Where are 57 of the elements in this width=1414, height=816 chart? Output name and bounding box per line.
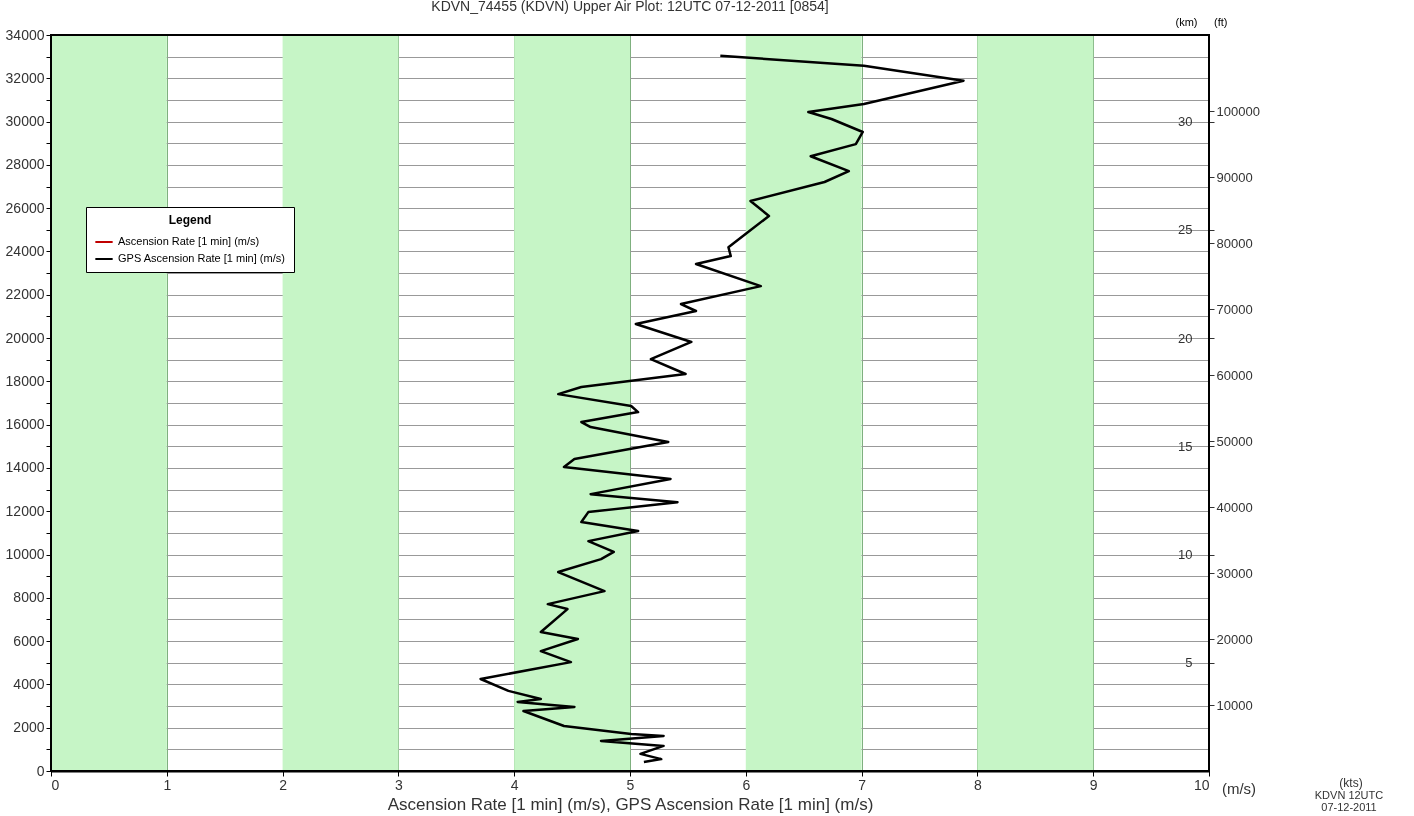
y3-tick-label: 50000 [1216,433,1253,449]
x-tick-label: 0 [51,776,60,793]
y2-tick-label: 15 [1178,438,1193,454]
y-tick-label: 8000 [13,589,45,606]
y2-tick-label: 5 [1185,655,1193,671]
x-tick-label: 9 [1089,776,1098,793]
chart-title: KDVN_74455 (KDVN) Upper Air Plot: 12UTC 07-12-2011 [0854] [431,0,829,14]
y3-tick-label: 100000 [1216,103,1260,119]
y3-tick-label: 60000 [1216,367,1253,383]
x-tick-label: 10 [1193,776,1210,793]
y-tick-label: 0 [36,762,45,779]
x-tick-label: 6 [742,776,751,793]
y2-axis-title: (km) [1175,15,1198,28]
y-tick-label: 14000 [5,459,45,476]
y-tick-label: 20000 [5,329,45,346]
y-tick-label: 18000 [5,372,45,389]
x-tick-label: 5 [626,776,635,793]
y3-tick-label: 70000 [1216,301,1253,317]
legend-label: GPS Ascension Rate [1 min] (m/s) [118,252,285,264]
y-tick-label: 32000 [5,69,45,86]
y3-axis-title: (ft) [1214,15,1228,28]
y-tick-label: 28000 [5,156,45,173]
y-tick-label: 26000 [5,199,45,216]
text: 07-12-2011 [1321,801,1377,813]
y3-tick-label: 90000 [1216,169,1253,185]
y-tick-label: 24000 [5,242,45,259]
text: KDVN 12UTC [1314,789,1384,801]
line-series [479,54,965,764]
y3-tick-label: 30000 [1216,565,1253,581]
x-axis-title: Ascension Rate [1 min] (m/s), GPS Ascension Rate [1 min] (m/s) [387,794,874,814]
x-tick-label: 1 [163,776,172,793]
y-tick-label: 30000 [5,113,45,130]
x-tick-label: 8 [974,776,982,793]
y3-tick-label: 20000 [1216,631,1253,647]
x-tick-label: 4 [510,776,519,793]
y-tick-label: 12000 [5,502,45,519]
y-tick-label: 22000 [5,286,45,303]
text: (kts) [1339,776,1363,790]
x-tick-label: 2 [279,776,288,793]
y3-tick-label: 10000 [1216,697,1253,713]
y-tick-label: 2000 [13,719,45,736]
y2-tick-label: 10 [1178,547,1193,563]
y2-tick-label: 30 [1178,114,1193,130]
x-tick-label: 3 [395,776,403,793]
y2-tick-label: 20 [1178,330,1193,346]
y-tick-label: 4000 [13,675,45,692]
y3-tick-label: 40000 [1216,499,1253,515]
legend-title: Legend [168,213,212,227]
y-tick-label: 16000 [5,416,45,433]
y-tick-label: 10000 [5,546,45,563]
legend-label: Ascension Rate [1 min] (m/s) [118,235,260,247]
text: (m/s) [1221,780,1257,797]
x-tick-label: 7 [858,776,867,793]
y3-tick-label: 80000 [1216,235,1253,251]
y-tick-label: 6000 [13,632,45,649]
y-tick-label: 34000 [5,26,45,43]
y2-tick-label: 25 [1178,222,1193,238]
